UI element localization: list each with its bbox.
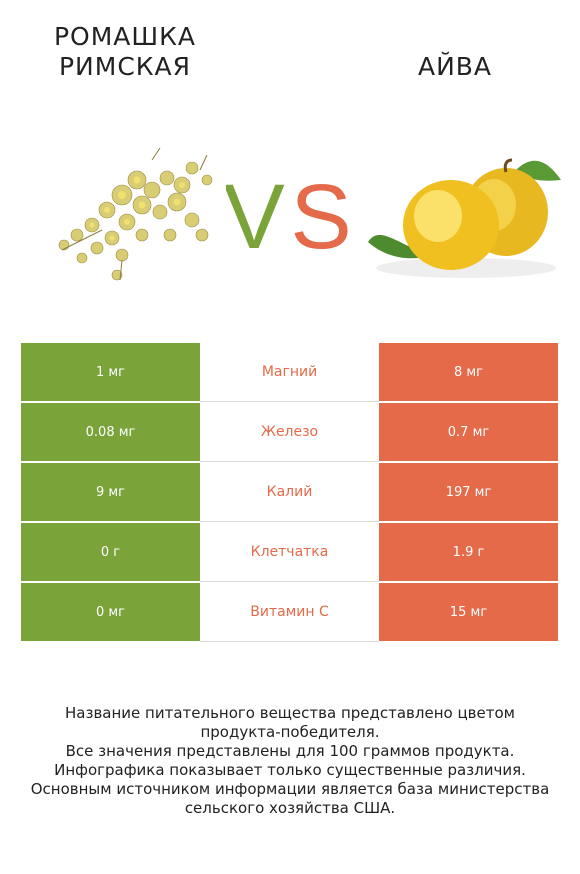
quince-fruit-image <box>368 158 561 278</box>
left-value: 0 мг <box>21 583 200 641</box>
nutrient-name: Клетчатка <box>200 523 379 581</box>
right-value: 1.9 г <box>379 523 558 581</box>
footnote-line: Все значения представлены для 100 граммо… <box>65 742 515 760</box>
left-value: 1 мг <box>21 343 200 401</box>
footnote: Название питательного вещества представл… <box>20 704 560 818</box>
right-value: 197 мг <box>379 463 558 521</box>
left-product-title: Ромашка римская <box>53 22 196 81</box>
vs-v-letter: V <box>226 168 285 258</box>
table-row: 0 мг Витамин C 15 мг <box>21 583 558 643</box>
right-value: 15 мг <box>379 583 558 641</box>
right-product-title: айва <box>417 52 493 81</box>
right-value: 0.7 мг <box>379 403 558 461</box>
table-row: 9 мг Калий 197 мг <box>21 463 558 523</box>
nutrient-name: Магний <box>200 343 379 401</box>
comparison-table: 1 мг Магний 8 мг 0.08 мг Железо 0.7 мг 9… <box>21 343 558 643</box>
row-divider <box>200 401 379 402</box>
table-row: 1 мг Магний 8 мг <box>21 343 558 403</box>
chamomile-flowers-image <box>58 147 213 281</box>
right-value: 8 мг <box>379 343 558 401</box>
footnote-line: продукта-победителя. <box>200 723 380 741</box>
left-value: 0.08 мг <box>21 403 200 461</box>
footnote-line: Основным источником информации является … <box>30 780 550 798</box>
vs-s-letter: S <box>290 168 351 258</box>
nutrient-name: Калий <box>200 463 379 521</box>
table-row: 0.08 мг Железо 0.7 мг <box>21 403 558 463</box>
footnote-line: Инфографика показывает только существенн… <box>54 761 526 779</box>
table-row: 0 г Клетчатка 1.9 г <box>21 523 558 583</box>
row-divider <box>200 581 379 582</box>
nutrient-name: Железо <box>200 403 379 461</box>
row-divider <box>200 641 379 642</box>
row-divider <box>200 461 379 462</box>
vs-label: V S <box>226 168 352 258</box>
nutrient-name: Витамин C <box>200 583 379 641</box>
footnote-line: Название питательного вещества представл… <box>65 704 515 722</box>
left-value: 0 г <box>21 523 200 581</box>
row-divider <box>200 521 379 522</box>
left-value: 9 мг <box>21 463 200 521</box>
footnote-line: сельского хозяйства США. <box>184 799 396 817</box>
